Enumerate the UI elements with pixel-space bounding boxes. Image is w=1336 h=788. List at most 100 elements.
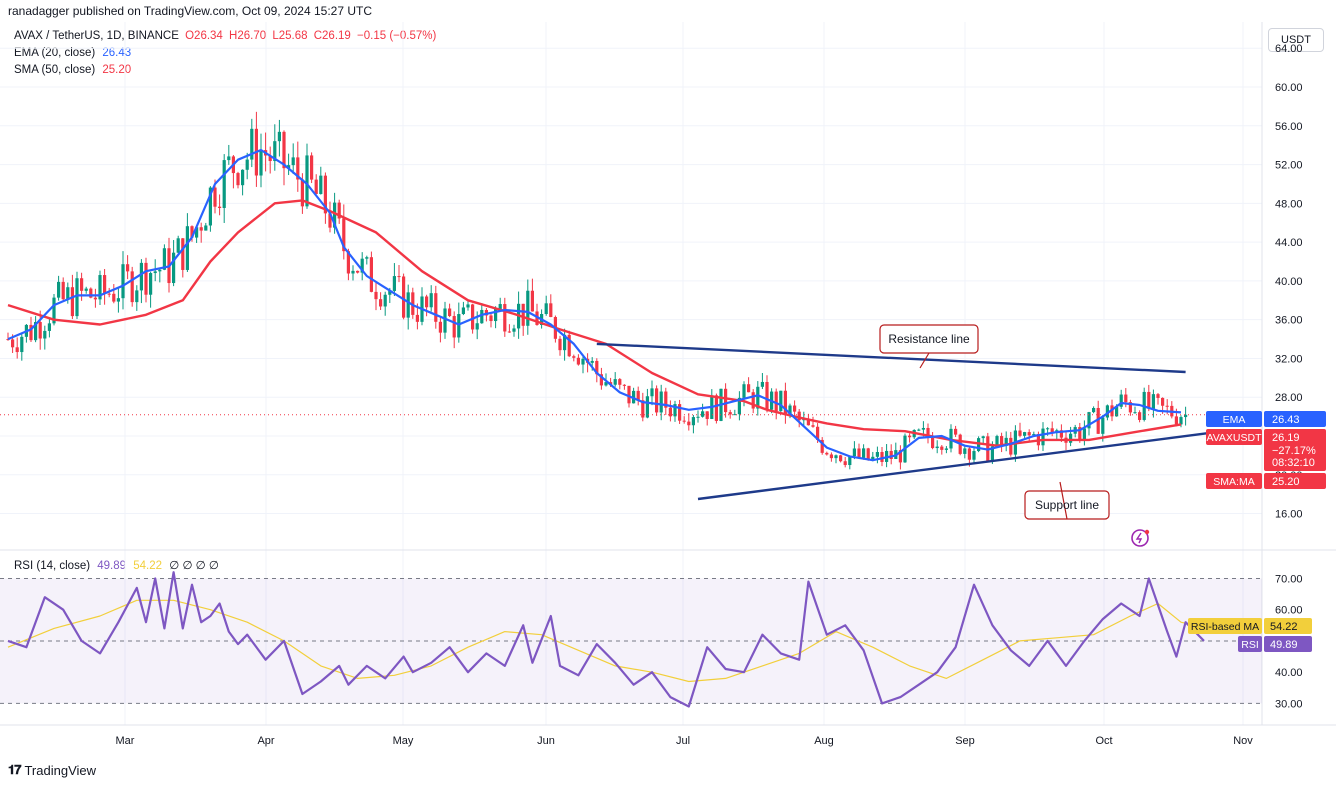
- candle-body: [604, 382, 608, 386]
- candle-body: [659, 391, 663, 413]
- candle-body: [701, 411, 705, 417]
- candle-body: [365, 257, 369, 259]
- candle-body: [20, 336, 24, 353]
- rsi-price-label-value-bg: [1264, 636, 1312, 652]
- ema-legend-value: 26.43: [102, 47, 132, 59]
- candle-body: [806, 419, 810, 426]
- candle-body: [1174, 416, 1178, 425]
- candle-body: [337, 202, 341, 219]
- candle-body: [70, 287, 74, 317]
- candle-body: [848, 456, 852, 466]
- candle-body: [1156, 394, 1160, 398]
- candle-body: [112, 293, 116, 302]
- candle-body: [245, 159, 249, 170]
- candle-body: [489, 315, 493, 322]
- candle-body: [990, 446, 994, 461]
- candle-body: [696, 416, 700, 418]
- candle-body: [756, 386, 760, 409]
- currency-button[interactable]: USDT: [1268, 28, 1324, 52]
- candle-body: [512, 328, 516, 332]
- candle-body: [1184, 414, 1188, 418]
- alert-icon-circle: [1131, 529, 1149, 547]
- candle-body: [314, 179, 318, 195]
- candle-body: [222, 160, 226, 208]
- candle-body: [1165, 405, 1169, 407]
- price-tick-label: 52.00: [1275, 160, 1303, 172]
- ema-legend[interactable]: EMA (20, close) 26.43: [14, 47, 131, 59]
- candle-body: [931, 437, 935, 449]
- candle-body: [521, 303, 525, 326]
- candle-body: [852, 448, 856, 457]
- rsi-tick-label: 40.00: [1275, 667, 1303, 679]
- tradingview-logo: 𝟏𝟕: [8, 762, 22, 777]
- price-tick-label: 60.00: [1275, 82, 1303, 94]
- alert-icon[interactable]: [1131, 529, 1150, 547]
- candle-body: [995, 436, 999, 447]
- candle-body: [360, 258, 364, 273]
- candle-body: [6, 339, 10, 341]
- price-tick-label: 44.00: [1275, 237, 1303, 249]
- candle-body: [181, 238, 185, 270]
- candle-body: [1096, 407, 1100, 434]
- price-tick-label: 56.00: [1275, 121, 1303, 133]
- candle-body: [595, 360, 599, 375]
- candle-body: [356, 270, 360, 273]
- candle-body: [682, 420, 686, 422]
- candle-body: [862, 448, 866, 458]
- candle-body: [296, 157, 300, 180]
- sma-legend-value: 25.20: [102, 64, 132, 76]
- candle-body: [733, 414, 737, 416]
- candle-body: [415, 314, 419, 322]
- price-tick-label: 16.00: [1275, 509, 1303, 521]
- candle-body: [949, 428, 953, 449]
- candle-body: [185, 226, 189, 270]
- sma-legend[interactable]: SMA (50, close) 25.20: [14, 64, 131, 76]
- candle-body: [981, 436, 985, 439]
- candle-body: [43, 330, 47, 339]
- time-tick-label: Jul: [676, 735, 690, 747]
- candle-body: [737, 397, 741, 415]
- candle-body: [825, 452, 829, 455]
- candle-body: [724, 388, 728, 413]
- support-label-tail: [1059, 481, 1068, 520]
- candle-body: [457, 314, 461, 338]
- candle-body: [29, 324, 33, 341]
- candle-body: [760, 381, 764, 387]
- candle-body: [1161, 397, 1165, 406]
- candle-body: [52, 297, 56, 324]
- rsi-ma-price-label-name: RSI-based MA: [1191, 621, 1259, 633]
- candle-body: [273, 141, 277, 162]
- candle-body: [61, 281, 65, 300]
- candle-body: [158, 269, 162, 272]
- tradingview-footer[interactable]: 𝟏𝟕 TradingView: [8, 762, 96, 778]
- candle-body: [940, 446, 944, 450]
- ema-price-label-value-bg: [1264, 411, 1326, 427]
- time-tick-label: Sep: [955, 735, 975, 747]
- candle-body: [728, 412, 732, 415]
- rsi-ma-price-label-value: 54.22: [1270, 621, 1298, 633]
- axes: [0, 22, 1336, 726]
- rsi-line: [7, 571, 1205, 708]
- candle-body: [89, 288, 93, 298]
- candle-body: [622, 384, 626, 386]
- candle-body: [213, 187, 217, 207]
- candle-body: [374, 291, 378, 300]
- candle-body: [204, 225, 208, 231]
- last-price-label-extra: −27.17%: [1272, 445, 1316, 457]
- candle-body: [11, 339, 15, 348]
- candle-body: [668, 407, 672, 417]
- candle-body: [480, 309, 484, 324]
- candle-body: [80, 278, 84, 291]
- candle-body: [954, 428, 958, 435]
- candle-body: [829, 454, 833, 459]
- rsi-legend[interactable]: RSI (14, close) 49.89 54.22 ∅ ∅ ∅ ∅: [14, 558, 219, 572]
- candle-body: [811, 425, 815, 427]
- ema-price-label-name-bg: [1206, 411, 1262, 427]
- candle-body: [369, 257, 373, 292]
- candle-body: [507, 331, 511, 333]
- candle-body: [236, 173, 240, 186]
- sma-price-label-value-bg: [1264, 473, 1326, 489]
- time-tick-label: Mar: [116, 735, 135, 747]
- candle-body: [1105, 405, 1109, 418]
